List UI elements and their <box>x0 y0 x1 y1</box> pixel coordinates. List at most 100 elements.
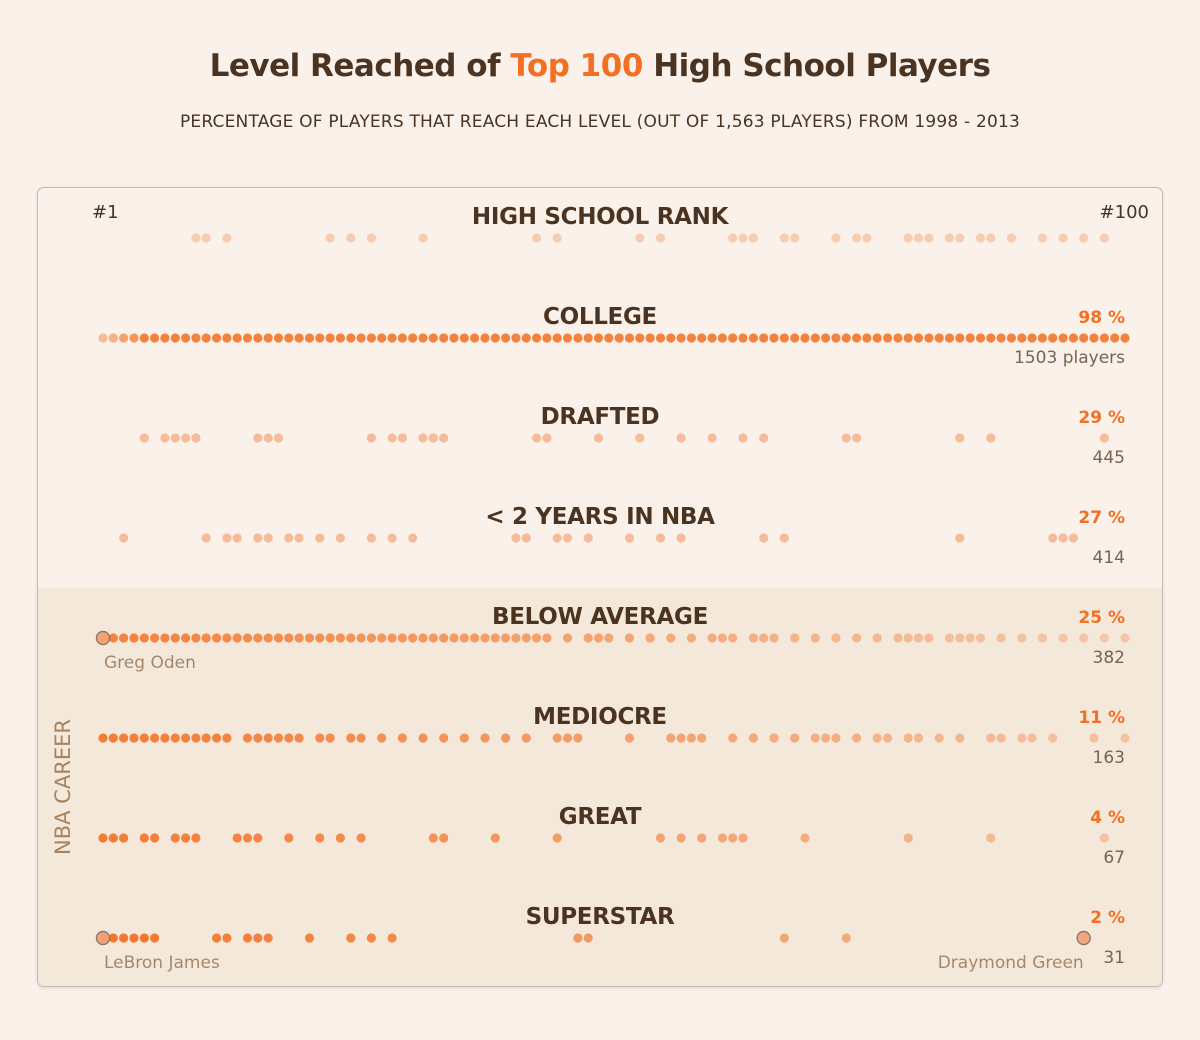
player-dot <box>913 233 924 243</box>
player-dot <box>1017 633 1027 643</box>
player-dot <box>583 933 593 943</box>
level-name: BELOW AVERAGE <box>492 604 708 630</box>
player-dot <box>232 633 242 643</box>
player-dot <box>377 733 387 743</box>
player-dot <box>501 633 511 643</box>
player-dot <box>573 933 583 943</box>
player-dot <box>955 233 965 243</box>
player-dot <box>521 733 531 743</box>
player-dot <box>470 333 480 343</box>
player-dot <box>562 733 573 743</box>
player-dot <box>356 333 366 343</box>
player-dot <box>748 233 759 243</box>
player-dot <box>635 233 645 243</box>
player-dot <box>686 733 697 743</box>
level-row: BELOW AVERAGE 25 % 382 <box>98 604 1130 668</box>
player-dot <box>759 333 769 343</box>
level-count: 67 <box>1103 848 1125 868</box>
player-dot <box>315 633 325 643</box>
player-dot <box>862 333 872 343</box>
player-dot <box>315 333 325 343</box>
player-dot <box>212 733 222 743</box>
player-dot <box>583 533 593 543</box>
player-dot <box>304 933 315 943</box>
player-dot <box>294 533 304 543</box>
player-dot <box>335 633 345 643</box>
player-dot <box>686 333 697 343</box>
player-dot <box>418 633 428 643</box>
player-dot <box>532 333 542 343</box>
player-dot <box>573 733 583 743</box>
player-dot <box>181 733 191 743</box>
player-dot <box>790 233 800 243</box>
player-dot <box>614 333 624 343</box>
player-dot <box>294 733 304 743</box>
player-dot <box>1037 633 1047 643</box>
player-dot <box>748 733 759 743</box>
player-dot <box>325 733 335 743</box>
player-dot <box>201 333 211 343</box>
player-dot <box>439 433 449 443</box>
player-dot <box>242 333 253 343</box>
player-dot <box>263 733 273 743</box>
player-dot <box>635 333 645 343</box>
player-dot <box>624 633 635 643</box>
player-dot <box>294 633 304 643</box>
player-dot <box>521 333 531 343</box>
player-dot <box>170 333 180 343</box>
player-dot <box>1058 533 1068 543</box>
player-dot <box>1068 333 1078 343</box>
player-dot <box>1006 333 1017 343</box>
player-dot <box>624 533 635 543</box>
player-dot <box>428 433 438 443</box>
callout-label: Draymond Green <box>938 953 1084 973</box>
player-dot <box>779 933 789 943</box>
level-row: HIGH SCHOOL RANK <box>191 204 1109 243</box>
player-dot <box>728 833 738 843</box>
player-dot <box>428 833 438 843</box>
player-dot <box>542 433 552 443</box>
player-dot <box>170 833 180 843</box>
player-dot <box>191 833 201 843</box>
chart-panel <box>37 187 1163 987</box>
player-dot <box>779 533 789 543</box>
player-dot <box>439 733 449 743</box>
x-max-label: #100 <box>1100 202 1149 223</box>
player-dot <box>1048 733 1058 743</box>
player-dot <box>160 433 170 443</box>
player-dot <box>955 733 965 743</box>
player-dot <box>315 533 325 543</box>
player-dot <box>181 433 191 443</box>
player-dot <box>1079 333 1089 343</box>
player-dot <box>666 333 676 343</box>
player-dot <box>284 633 294 643</box>
player-dot <box>841 433 851 443</box>
player-dot <box>408 633 418 643</box>
player-dot <box>325 333 335 343</box>
level-dots <box>119 533 1078 543</box>
level-name: DRAFTED <box>541 404 660 430</box>
player-dot <box>965 333 975 343</box>
player-dot <box>253 533 263 543</box>
player-dot <box>1099 333 1109 343</box>
player-dot <box>428 633 438 643</box>
player-dot <box>986 433 996 443</box>
player-dot <box>593 633 604 643</box>
player-dot <box>697 333 707 343</box>
player-dot <box>965 633 975 643</box>
player-dot <box>975 633 986 643</box>
player-dot <box>222 733 232 743</box>
player-dot <box>913 733 924 743</box>
player-dot <box>738 233 748 243</box>
player-dot <box>222 333 232 343</box>
player-dot <box>222 933 232 943</box>
player-dot <box>273 333 284 343</box>
player-dot <box>1017 733 1027 743</box>
player-dot <box>769 733 779 743</box>
player-dot <box>1058 233 1068 243</box>
player-dot <box>769 633 779 643</box>
player-dot <box>552 233 562 243</box>
player-dot <box>511 333 521 343</box>
player-dot <box>418 433 428 443</box>
player-dot <box>872 733 882 743</box>
